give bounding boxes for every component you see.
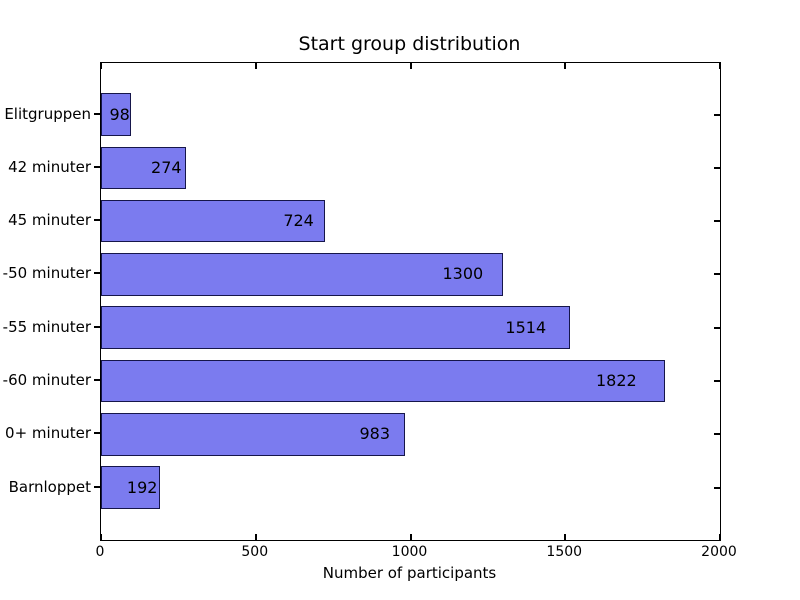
y-tick-mark-right bbox=[714, 113, 720, 116]
bar bbox=[101, 253, 504, 296]
bar bbox=[101, 359, 665, 403]
y-tick-mark-right bbox=[714, 486, 720, 489]
x-tick-mark-top bbox=[254, 63, 257, 69]
y-tick-mark-left bbox=[94, 379, 100, 381]
y-tick-mark-right bbox=[714, 433, 720, 436]
x-tick-mark-bottom bbox=[564, 534, 567, 540]
bar bbox=[101, 199, 326, 243]
x-tick-mark-bottom bbox=[719, 534, 721, 540]
y-tick-mark-right bbox=[714, 380, 720, 382]
y-tick-mark-left bbox=[94, 485, 100, 488]
y-tick-label: -50 minuter bbox=[2, 264, 91, 283]
bar-value-label: 1300 bbox=[442, 264, 484, 284]
y-tick-mark-left bbox=[94, 112, 100, 115]
y-tick-label: 42 minuter bbox=[8, 157, 91, 176]
x-tick-mark-top bbox=[564, 63, 567, 69]
x-tick-label: 2000 bbox=[701, 544, 737, 560]
x-tick-mark-bottom bbox=[100, 534, 102, 540]
y-tick-mark-left bbox=[94, 272, 100, 275]
x-tick-label: 500 bbox=[241, 544, 269, 560]
bar bbox=[101, 306, 570, 349]
bar bbox=[101, 466, 161, 509]
x-tick-label: 1500 bbox=[546, 544, 583, 560]
y-tick-mark-right bbox=[714, 273, 720, 276]
y-tick-mark-right bbox=[714, 326, 720, 329]
y-tick-label: 45 minuter bbox=[8, 211, 91, 230]
y-tick-mark-left bbox=[94, 432, 100, 435]
plot-area: 98 274 724 1300 1514 1822 983 192 bbox=[100, 62, 721, 541]
y-tick-mark-right bbox=[714, 166, 720, 169]
bar bbox=[101, 146, 186, 190]
y-tick-label: -55 minuter bbox=[2, 317, 91, 336]
y-tick-label: 0+ minuter bbox=[5, 424, 91, 443]
y-tick-label: -60 minuter bbox=[2, 371, 91, 389]
bar-value-label: 192 bbox=[126, 477, 158, 497]
x-tick-mark-top bbox=[409, 63, 412, 69]
x-tick-mark-bottom bbox=[409, 534, 412, 540]
y-tick-label: Elitgruppen bbox=[4, 104, 91, 123]
bar-value-label: 1514 bbox=[505, 317, 547, 337]
y-tick-mark-left bbox=[94, 219, 100, 222]
x-tick-mark-bottom bbox=[254, 534, 257, 540]
chart-title: Start group distribution bbox=[298, 33, 521, 55]
bar bbox=[101, 93, 132, 136]
bar-value-label: 1822 bbox=[595, 371, 637, 390]
x-tick-label: 0 bbox=[95, 544, 105, 560]
x-tick-mark-top bbox=[719, 63, 721, 69]
y-tick-mark-right bbox=[714, 220, 720, 223]
y-tick-mark-left bbox=[94, 325, 100, 328]
x-axis-label: Number of participants bbox=[322, 564, 497, 582]
bar-value-label: 98 bbox=[109, 104, 130, 124]
y-tick-mark-left bbox=[94, 165, 100, 168]
bar-value-label: 724 bbox=[283, 211, 314, 231]
x-tick-label: 1000 bbox=[391, 544, 428, 560]
bar-value-label: 274 bbox=[151, 157, 182, 177]
x-tick-mark-top bbox=[100, 63, 102, 69]
y-tick-label: Barnloppet bbox=[8, 477, 91, 496]
bar-value-label: 983 bbox=[359, 424, 391, 444]
bar bbox=[101, 413, 406, 456]
